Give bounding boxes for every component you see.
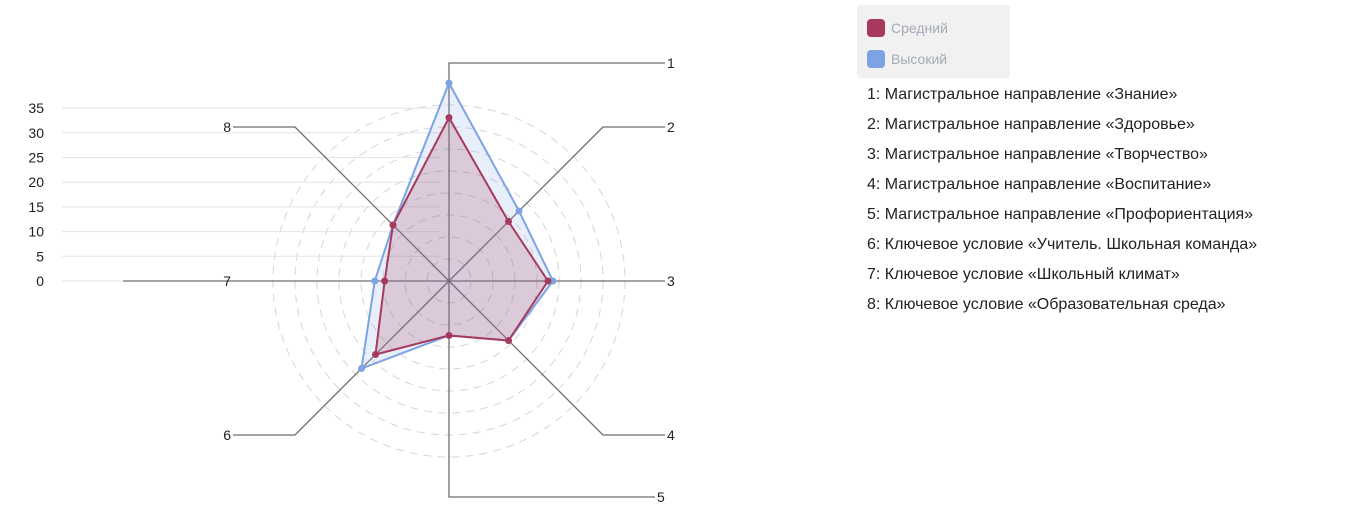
axis-description-4: 4: Магистральное направление «Воспитание…: [867, 176, 1212, 193]
axis-label-1: 1: [667, 55, 675, 71]
legend-item-vysokiy[interactable]: Высокий: [867, 49, 947, 69]
series-point-sredniy-6: [371, 351, 379, 359]
series-point-sredniy-7: [381, 277, 389, 285]
scale-tick-35: 35: [28, 100, 44, 116]
axis-description-2: 2: Магистральное направление «Здоровье»: [867, 116, 1195, 133]
series-point-vysokiy-6: [357, 365, 365, 373]
axis-description-list: 1: Магистральное направление «Знание» 2:…: [867, 80, 1257, 320]
axis-label-7: 7: [223, 273, 231, 289]
axis-description-5: 5: Магистральное направление «Профориент…: [867, 206, 1254, 223]
scale-tick-15: 15: [28, 199, 44, 215]
series-point-sredniy-2: [505, 217, 513, 225]
series-point-sredniy-3: [544, 277, 552, 285]
series-point-sredniy-8: [389, 221, 397, 229]
axis-spoke-6: [233, 280, 450, 436]
axis-label-2: 2: [667, 119, 675, 135]
axis-label-5: 5: [657, 489, 665, 505]
axis-spoke-2: [448, 126, 665, 282]
axis-spoke-1: [448, 62, 665, 281]
legend-swatch-sredniy: [867, 19, 885, 37]
series-point-vysokiy-1: [445, 79, 453, 87]
axis-label-3: 3: [667, 273, 675, 289]
axis-label-8: 8: [223, 119, 231, 135]
scale-tick-10: 10: [28, 224, 44, 240]
axis-label-6: 6: [223, 427, 231, 443]
scale-tick-0: 0: [36, 273, 44, 289]
axis-description-3: 3: Магистральное направление «Творчество…: [867, 146, 1208, 163]
legend-label-vysokiy: Высокий: [891, 51, 948, 67]
series-point-vysokiy-3: [549, 277, 557, 285]
series-point-sredniy-5: [445, 331, 453, 339]
axis-spoke-5: [448, 281, 655, 498]
axis-spoke-4: [448, 280, 665, 436]
series-point-vysokiy-7: [371, 277, 379, 285]
axis-description-8: 8: Ключевое условие «Образовательная сре…: [867, 296, 1226, 313]
series-point-sredniy-4: [505, 337, 513, 345]
scale-tick-20: 20: [28, 174, 44, 190]
legend-label-sredniy: Средний: [891, 20, 948, 36]
scale-tick-30: 30: [28, 125, 44, 141]
axis-spoke-8: [233, 126, 450, 282]
legend-swatch-vysokiy: [867, 50, 885, 68]
series-point-sredniy-1: [445, 114, 453, 122]
scale-tick-25: 25: [28, 150, 44, 166]
legend-item-sredniy[interactable]: Средний: [867, 18, 948, 38]
axis-description-7: 7: Ключевое условие «Школьный климат»: [867, 266, 1180, 283]
series-point-vysokiy-2: [515, 207, 523, 215]
scale-tick-5: 5: [36, 248, 44, 264]
radar-chart: 0 5 10 15 20 25 30 35 1 2 3 4 5 6 7 8: [28, 55, 675, 505]
axis-description-1: 1: Магистральное направление «Знание»: [867, 86, 1178, 103]
axis-description-6: 6: Ключевое условие «Учитель. Школьная к…: [867, 236, 1258, 253]
legend: Средний Высокий: [857, 5, 1010, 78]
axis-label-4: 4: [667, 427, 675, 443]
